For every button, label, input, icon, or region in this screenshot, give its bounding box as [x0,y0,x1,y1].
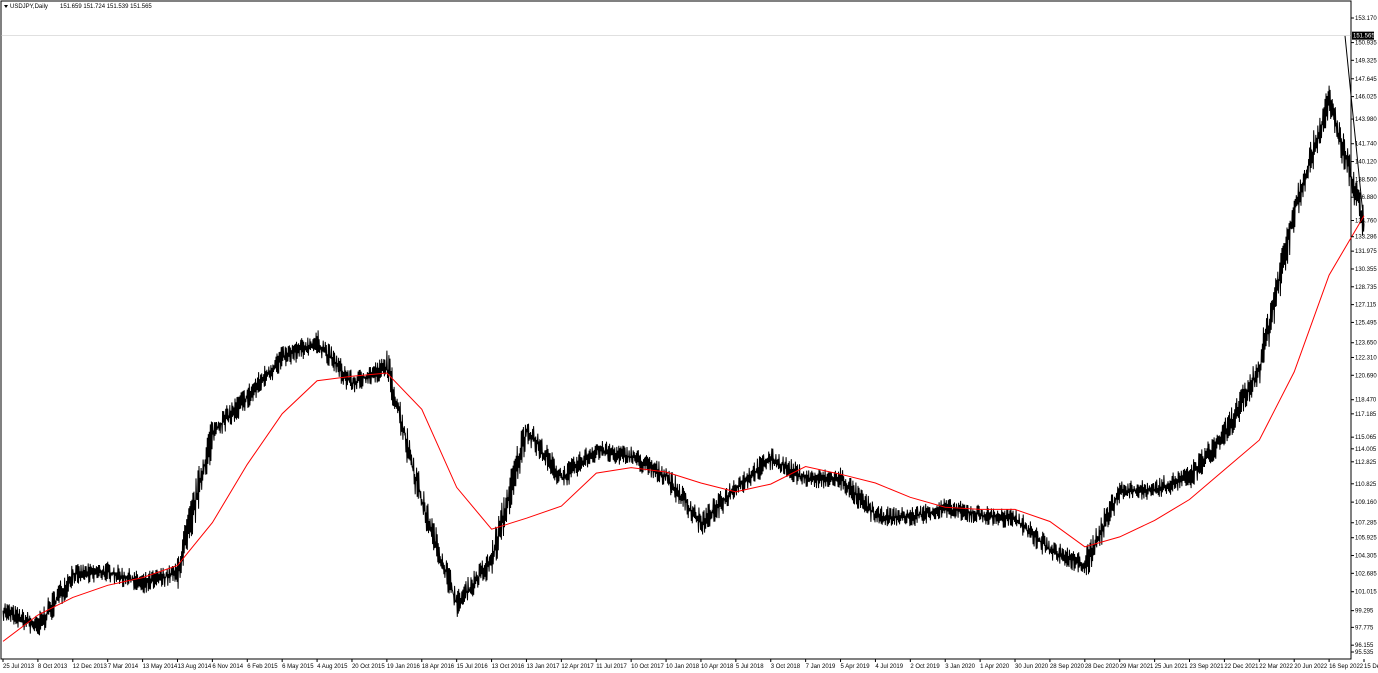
last-price-badge [1352,31,1374,40]
x-tick-label: 22 Dec 2021 [1224,664,1259,670]
y-tick-label: 95.535 [1355,650,1374,656]
x-tick-label: 25 Jun 2021 [1155,664,1189,670]
x-tick-label: 6 May 2015 [282,664,314,670]
x-tick-label: 6 Feb 2015 [247,664,278,670]
y-tick-label: 131.975 [1355,249,1377,255]
x-tick-label: 6 Nov 2014 [212,664,243,670]
x-tick-label: 28 Sep 2020 [1050,664,1085,670]
y-tick-label: 120.690 [1355,373,1377,379]
y-tick-label: 115.065 [1355,435,1377,441]
symbol-timeframe: USDJPY,Daily [10,4,48,10]
x-tick-label: 30 Jun 2020 [1015,664,1049,670]
triangle-down-icon[interactable] [4,5,8,8]
plot-frame [0,0,1352,660]
x-tick-label: 3 Oct 2018 [771,664,801,670]
x-tick-label: 22 Mar 2022 [1259,664,1293,670]
y-tick-label: 118.470 [1355,398,1377,404]
y-tick-label: 110.825 [1355,482,1377,488]
y-tick-label: 112.825 [1355,460,1377,466]
x-tick-label: 16 Sep 2022 [1329,664,1364,670]
price-line [2,35,1365,636]
x-tick-label: 18 Apr 2016 [422,664,455,670]
ohlc-values: 151.659 151.724 151.539 151.565 [60,4,152,10]
y-tick-label: 133.286 [1355,235,1377,241]
x-tick-label: 10 Oct 2017 [631,664,664,670]
x-tick-label: 28 Dec 2020 [1085,664,1120,670]
x-tick-label: 10 Jan 2018 [666,664,700,670]
y-tick-label: 150.935 [1355,41,1377,47]
y-tick-label: 97.775 [1355,625,1374,631]
y-tick-label: 96.155 [1355,643,1374,649]
x-tick-label: 19 Jan 2016 [387,664,421,670]
last-price-label: 151.565 [1353,34,1375,40]
moving-average-line [2,215,1365,642]
x-tick-label: 25 Jul 2013 [3,664,35,670]
x-tick-label: 3 Jan 2020 [945,664,975,670]
x-tick-label: 7 Mar 2014 [108,664,139,670]
y-tick-label: 122.310 [1355,355,1377,361]
y-tick-label: 107.285 [1355,521,1377,527]
y-tick-label: 136.880 [1355,195,1377,201]
y-tick-label: 109.160 [1355,500,1377,506]
y-tick-label: 104.305 [1355,554,1377,560]
x-tick-label: 12 Apr 2017 [561,664,594,670]
y-tick-label: 146.025 [1355,95,1377,101]
y-tick-label: 105.925 [1355,536,1377,542]
y-tick-label: 141.740 [1355,142,1377,148]
y-tick-label: 127.115 [1355,303,1377,309]
y-tick-label: 117.185 [1355,412,1377,418]
x-tick-label: 5 Jul 2018 [736,664,764,670]
x-tick-label: 1 Apr 2020 [980,664,1010,670]
x-tick-label: 12 Dec 2013 [73,664,108,670]
x-tick-label: 7 Jan 2019 [806,664,836,670]
y-tick-label: 99.295 [1355,609,1374,615]
x-tick-label: 8 Oct 2013 [38,664,68,670]
y-tick-label: 153.170 [1355,16,1377,22]
y-tick-label: 101.015 [1355,590,1377,596]
y-tick-label: 143.980 [1355,117,1377,123]
x-tick-label: 11 Jul 2017 [596,664,627,670]
y-tick-label: 114.005 [1355,447,1377,453]
y-tick-label: 134.760 [1355,219,1377,225]
x-tick-label: 15 Jul 2016 [457,664,489,670]
y-tick-label: 125.495 [1355,320,1377,326]
y-tick-label: 147.645 [1355,77,1377,83]
x-tick-label: 13 Aug 2014 [177,664,211,670]
y-tick-label: 138.500 [1355,177,1377,183]
y-tick-label: 149.325 [1355,58,1377,64]
x-tick-label: 20 Oct 2015 [352,664,385,670]
x-tick-label: 10 Apr 2018 [701,664,734,670]
x-tick-label: 15 Dec 2022 [1364,664,1378,670]
x-tick-label: 20 Jun 2022 [1294,664,1328,670]
y-tick-label: 123.650 [1355,341,1377,347]
x-tick-label: 13 Jan 2017 [526,664,560,670]
y-tick-label: 130.355 [1355,267,1377,273]
x-tick-label: 4 Jul 2019 [875,664,903,670]
y-tick-label: 128.735 [1355,285,1377,291]
x-tick-label: 13 Oct 2016 [492,664,525,670]
x-tick-label: 23 Sep 2021 [1190,664,1225,670]
y-tick-label: 102.685 [1355,571,1377,577]
x-tick-label: 5 Apr 2019 [841,664,871,670]
x-tick-label: 4 Aug 2015 [317,664,348,670]
x-tick-label: 2 Oct 2019 [910,664,940,670]
x-tick-label: 29 Mar 2021 [1120,664,1154,670]
x-tick-label: 13 May 2014 [143,664,178,670]
y-tick-label: 140.120 [1355,160,1377,166]
